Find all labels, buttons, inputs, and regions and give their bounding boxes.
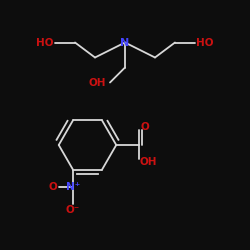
Text: N: N (120, 38, 130, 48)
Text: OH: OH (89, 78, 106, 88)
Text: O⁻: O⁻ (66, 205, 80, 215)
Text: OH: OH (140, 157, 157, 167)
Text: N⁺: N⁺ (66, 182, 80, 192)
Text: O: O (140, 122, 149, 132)
Text: HO: HO (196, 38, 214, 48)
Text: HO: HO (36, 38, 54, 48)
Text: O: O (49, 182, 58, 192)
